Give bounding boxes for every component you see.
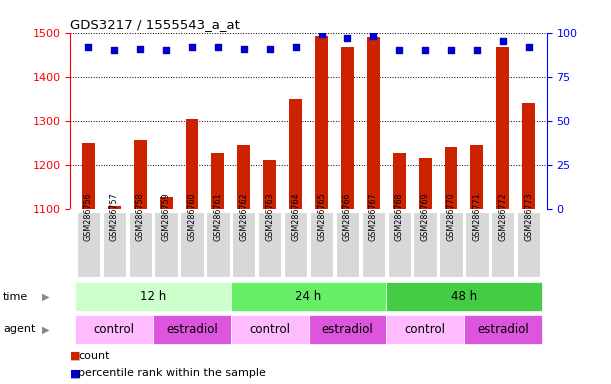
Bar [134,139,147,384]
Text: ▶: ▶ [42,324,49,334]
FancyBboxPatch shape [75,282,231,311]
Text: GSM286761: GSM286761 [213,193,222,241]
FancyBboxPatch shape [77,212,100,278]
Point [394,47,404,53]
FancyBboxPatch shape [258,212,281,278]
FancyBboxPatch shape [75,314,153,344]
Text: 12 h: 12 h [140,290,166,303]
FancyBboxPatch shape [103,212,126,278]
FancyBboxPatch shape [309,314,386,344]
Bar [82,143,95,384]
FancyBboxPatch shape [387,212,411,278]
Point [213,44,223,50]
Text: 48 h: 48 h [451,290,477,303]
Text: count: count [78,351,110,361]
FancyBboxPatch shape [128,212,152,278]
Text: GSM286756: GSM286756 [84,193,93,241]
FancyBboxPatch shape [517,212,540,278]
Bar [445,147,458,384]
Text: GSM286773: GSM286773 [524,193,533,241]
Text: estradiol: estradiol [166,323,218,336]
Point [109,47,119,53]
Point [84,44,93,50]
Text: percentile rank within the sample: percentile rank within the sample [78,368,266,378]
Bar [186,119,199,384]
FancyBboxPatch shape [386,282,542,311]
Point [343,35,353,41]
Text: ▶: ▶ [42,291,49,302]
Text: ■: ■ [70,368,84,378]
Point [368,33,378,39]
Text: GSM286758: GSM286758 [136,193,145,241]
FancyBboxPatch shape [336,212,359,278]
Bar [367,37,380,384]
Point [239,45,249,51]
FancyBboxPatch shape [362,212,385,278]
FancyBboxPatch shape [439,212,463,278]
Bar [496,47,510,384]
Text: GSM286770: GSM286770 [447,193,456,241]
Text: GSM286766: GSM286766 [343,193,352,241]
Text: GSM286768: GSM286768 [395,193,404,241]
Text: ■: ■ [70,351,84,361]
FancyBboxPatch shape [414,212,437,278]
Bar [341,47,354,384]
FancyBboxPatch shape [231,282,386,311]
FancyBboxPatch shape [465,212,489,278]
Text: estradiol: estradiol [477,323,529,336]
Point [420,47,430,53]
Text: time: time [3,291,28,302]
Point [316,31,326,38]
Text: GSM286767: GSM286767 [369,193,378,241]
FancyBboxPatch shape [180,212,203,278]
Bar [419,159,431,384]
Point [524,44,533,50]
Text: GSM286763: GSM286763 [265,193,274,241]
Point [446,47,456,53]
FancyBboxPatch shape [284,212,307,278]
Bar [108,206,121,384]
FancyBboxPatch shape [153,314,231,344]
FancyBboxPatch shape [207,212,230,278]
FancyBboxPatch shape [491,212,514,278]
Point [265,45,274,51]
Text: control: control [94,323,135,336]
Text: GSM286759: GSM286759 [161,192,170,241]
Bar [237,145,251,384]
FancyBboxPatch shape [155,212,178,278]
Text: GSM286757: GSM286757 [110,192,119,241]
Text: control: control [404,323,445,336]
Text: GSM286762: GSM286762 [240,193,248,241]
Text: GSM286764: GSM286764 [291,193,300,241]
Point [135,45,145,51]
FancyBboxPatch shape [464,314,542,344]
Text: GDS3217 / 1555543_a_at: GDS3217 / 1555543_a_at [70,18,240,31]
FancyBboxPatch shape [310,212,333,278]
Text: 24 h: 24 h [296,290,321,303]
Bar [289,99,302,384]
Bar [263,160,276,384]
Bar [393,153,406,384]
Point [291,44,301,50]
Bar [470,145,483,384]
FancyBboxPatch shape [232,212,255,278]
Text: control: control [249,323,290,336]
Point [187,44,197,50]
Text: GSM286760: GSM286760 [188,193,197,241]
FancyBboxPatch shape [231,314,309,344]
Text: GSM286765: GSM286765 [317,193,326,241]
Text: agent: agent [3,324,35,334]
Text: GSM286772: GSM286772 [499,192,507,241]
Point [498,38,508,45]
Bar [211,153,224,384]
Bar [315,36,328,384]
Text: GSM286771: GSM286771 [472,193,481,241]
Point [472,47,482,53]
Point [161,47,171,53]
Bar [159,197,172,384]
Text: GSM286769: GSM286769 [420,193,430,241]
FancyBboxPatch shape [386,314,464,344]
Bar [522,103,535,384]
Text: estradiol: estradiol [321,323,373,336]
